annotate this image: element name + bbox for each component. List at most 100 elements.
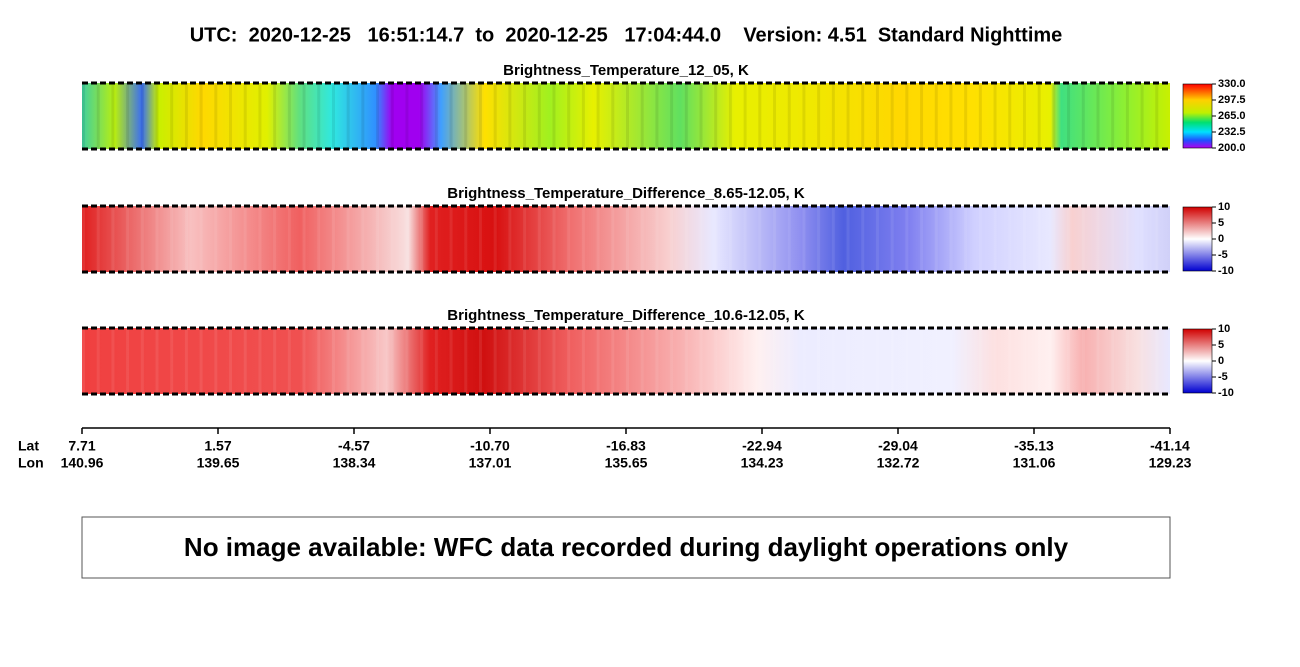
strip-texture xyxy=(478,83,482,149)
strip-texture xyxy=(1096,83,1100,149)
strip-texture xyxy=(258,206,262,272)
strip-texture xyxy=(611,83,615,149)
lon-label: 137.01 xyxy=(469,455,512,471)
strip-texture xyxy=(890,328,894,394)
strip-texture xyxy=(199,83,203,149)
strip-texture xyxy=(376,328,380,394)
strip-texture xyxy=(243,83,247,149)
strip-texture xyxy=(287,83,291,149)
strip-texture xyxy=(596,328,600,394)
strip-texture xyxy=(1096,206,1100,272)
lat-label: 1.57 xyxy=(204,438,231,454)
strip-texture xyxy=(993,328,997,394)
strip-texture xyxy=(802,83,806,149)
strip-texture xyxy=(802,206,806,272)
strip-texture xyxy=(670,83,674,149)
strip-texture xyxy=(405,206,409,272)
lat-label: -22.94 xyxy=(742,438,782,454)
strip-texture xyxy=(1067,83,1071,149)
strip-texture xyxy=(523,83,527,149)
strip-texture xyxy=(464,83,468,149)
strip-texture xyxy=(140,206,144,272)
strip-texture xyxy=(331,83,335,149)
image-strip xyxy=(82,83,1170,149)
strip-texture xyxy=(243,206,247,272)
colorbar-label: 5 xyxy=(1218,339,1224,351)
strip-texture xyxy=(405,83,409,149)
strip-texture xyxy=(787,83,791,149)
strip-texture xyxy=(390,206,394,272)
lon-label: 139.65 xyxy=(197,455,240,471)
strip-texture xyxy=(390,328,394,394)
strip-texture xyxy=(773,83,777,149)
strip-texture xyxy=(243,328,247,394)
strip-texture xyxy=(155,83,159,149)
strip-texture xyxy=(875,83,879,149)
colorbar-label: -10 xyxy=(1218,265,1234,277)
page-title: UTC: 2020-12-25 16:51:14.7 to 2020-12-25… xyxy=(190,24,1063,46)
panel-title: Brightness_Temperature_Difference_10.6-1… xyxy=(447,307,805,324)
strip-texture xyxy=(949,83,953,149)
strip-texture xyxy=(596,206,600,272)
lat-label: 7.71 xyxy=(68,438,95,454)
strip-texture xyxy=(728,83,732,149)
strip-texture xyxy=(1008,206,1012,272)
strip-texture xyxy=(331,328,335,394)
strip-texture xyxy=(82,328,85,394)
strip-texture xyxy=(567,328,571,394)
strip-texture xyxy=(846,83,850,149)
strip-texture xyxy=(1022,83,1026,149)
strip-texture xyxy=(831,328,835,394)
strip-texture xyxy=(82,206,85,272)
colorbar xyxy=(1182,206,1213,272)
strip-texture xyxy=(993,83,997,149)
lat-label: -29.04 xyxy=(878,438,918,454)
strip-texture xyxy=(655,206,659,272)
strip-texture xyxy=(302,328,306,394)
strip-texture xyxy=(420,328,424,394)
strip-texture xyxy=(140,328,144,394)
strip-texture xyxy=(317,328,321,394)
strip-texture xyxy=(317,83,321,149)
strip-texture xyxy=(1155,83,1159,149)
strip-texture xyxy=(581,328,585,394)
strip-texture xyxy=(126,328,130,394)
panel-title: Brightness_Temperature_12_05, K xyxy=(503,62,749,79)
strip-texture xyxy=(214,206,218,272)
strip-texture xyxy=(420,83,424,149)
strip-texture xyxy=(1111,328,1115,394)
strip-texture xyxy=(684,83,688,149)
colorbar-label: 297.5 xyxy=(1218,94,1246,106)
strip-texture xyxy=(1008,328,1012,394)
strip-texture xyxy=(670,328,674,394)
strip-texture xyxy=(817,328,821,394)
strip-texture xyxy=(964,83,968,149)
strip-texture xyxy=(346,83,350,149)
colorbar-label: 200.0 xyxy=(1218,142,1246,154)
strip-texture xyxy=(229,206,233,272)
strip-texture xyxy=(405,328,409,394)
strip-texture xyxy=(155,206,159,272)
strip-texture xyxy=(258,83,262,149)
strip-texture xyxy=(861,83,865,149)
strip-texture xyxy=(508,206,512,272)
strip-texture xyxy=(964,328,968,394)
strip-texture xyxy=(126,206,130,272)
strip-texture xyxy=(626,328,629,394)
strip-texture xyxy=(964,206,968,272)
colorbar-label: 330.0 xyxy=(1218,78,1246,90)
strip-texture xyxy=(596,83,600,149)
lat-label: -41.14 xyxy=(1150,438,1190,454)
lon-label: 135.65 xyxy=(605,455,648,471)
colorbar-label: 0 xyxy=(1218,233,1224,245)
strip-texture xyxy=(1052,206,1056,272)
strip-texture xyxy=(478,206,482,272)
strip-texture xyxy=(126,83,130,149)
colorbar-label: 10 xyxy=(1218,323,1230,335)
strip-texture xyxy=(567,206,571,272)
colorbar xyxy=(1182,83,1213,149)
lat-label: -35.13 xyxy=(1014,438,1054,454)
colorbar-label: 265.0 xyxy=(1218,110,1246,122)
lat-label: -16.83 xyxy=(606,438,646,454)
strip-texture xyxy=(229,83,233,149)
